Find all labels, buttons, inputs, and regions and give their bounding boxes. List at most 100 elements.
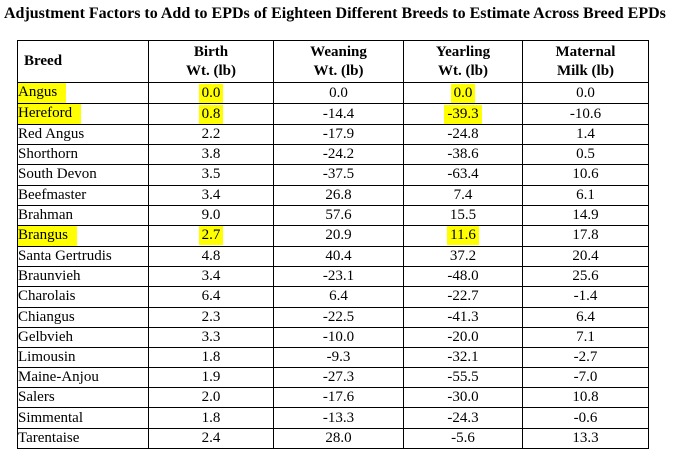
table-row: Shorthorn 3.8 -24.2 -38.6 0.5 xyxy=(17,144,649,166)
weaning-wt-cell: 0.0 xyxy=(273,82,404,104)
breed-name-cell: Gelbvieh xyxy=(17,326,149,348)
cell-text: 2.4 xyxy=(201,429,221,446)
maternal-milk-cell: 25.6 xyxy=(522,266,649,288)
birth-wt-cell: 2.7 xyxy=(148,224,274,247)
yearling-wt-cell: -5.6 xyxy=(403,427,523,449)
cell-text: 20.4 xyxy=(572,248,599,265)
header-label-line2: Wt. (lb) xyxy=(438,62,488,79)
weaning-wt-cell: 57.6 xyxy=(273,204,404,226)
header-label-line2: Milk (lb) xyxy=(556,62,615,79)
cell-text: 1.4 xyxy=(576,126,595,143)
breed-name-cell: Hereford xyxy=(17,103,149,125)
cell-text: -17.6 xyxy=(322,389,355,406)
breed-name-cell: Salers xyxy=(17,387,149,409)
yearling-wt-cell: -24.8 xyxy=(403,123,523,146)
table-row: Maine-Anjou 1.9 -27.3 -55.5 -7.0 xyxy=(17,367,649,389)
cell-text: 10.8 xyxy=(572,389,599,406)
cell-text: -23.1 xyxy=(322,268,355,285)
highlighted-cell-text: Brangus xyxy=(18,226,77,246)
cell-text: 15.5 xyxy=(449,206,477,223)
birth-wt-cell: 3.5 xyxy=(148,164,274,186)
maternal-milk-cell: -0.6 xyxy=(522,407,649,429)
cell-text: 14.9 xyxy=(572,206,599,223)
cell-text: Gelbvieh xyxy=(18,328,73,345)
yearling-wt-cell: -48.0 xyxy=(403,266,523,288)
header-label-line1: Yearling xyxy=(435,43,491,60)
cell-text: 3.4 xyxy=(201,268,221,285)
cell-text: 4.8 xyxy=(201,248,221,265)
birth-wt-cell: 2.0 xyxy=(148,387,274,409)
birth-wt-cell: 6.4 xyxy=(148,286,274,308)
epd-adjustment-table: Breed Birth Wt. (lb) Weaning Wt. (lb) Ye… xyxy=(17,40,649,449)
cell-text: 0.0 xyxy=(576,84,595,101)
highlighted-cell-text: -39.3 xyxy=(444,104,482,124)
maternal-milk-cell: 0.5 xyxy=(522,144,649,166)
maternal-milk-cell: 10.6 xyxy=(522,164,649,186)
weaning-wt-cell: -9.3 xyxy=(273,346,404,369)
table-row: Red Angus 2.2 -17.9 -24.8 1.4 xyxy=(17,123,649,146)
cell-text: 7.4 xyxy=(453,186,473,203)
cell-text: Salers xyxy=(18,389,55,406)
maternal-milk-cell: 10.8 xyxy=(522,387,649,409)
cell-text: 1.9 xyxy=(201,369,221,386)
cell-text: 3.8 xyxy=(201,146,221,163)
table-row: South Devon 3.5 -37.5 -63.4 10.6 xyxy=(17,164,649,186)
cell-text: 25.6 xyxy=(572,268,599,285)
yearling-wt-cell: 37.2 xyxy=(403,245,523,268)
weaning-wt-cell: 40.4 xyxy=(273,245,404,268)
cell-text: Maine-Anjou xyxy=(18,369,99,386)
table-row: Simmental 1.8 -13.3 -24.3 -0.6 xyxy=(17,407,649,429)
column-header-birth-wt: Birth Wt. (lb) xyxy=(148,40,274,83)
birth-wt-cell: 0.0 xyxy=(148,82,274,104)
weaning-wt-cell: -22.5 xyxy=(273,306,404,328)
table-body: Angus 0.0 0.0 0.0 0.0 Hereford 0.8 -14.4 -39.3 -1… xyxy=(17,82,649,449)
breed-name-cell: Maine-Anjou xyxy=(17,367,149,389)
column-header-yearling-wt: Yearling Wt. (lb) xyxy=(403,40,523,83)
cell-text: -24.3 xyxy=(447,409,479,426)
cell-text: -63.4 xyxy=(447,166,479,183)
column-header-weaning-wt: Weaning Wt. (lb) xyxy=(273,40,404,83)
cell-text: Santa Gertrudis xyxy=(18,248,112,265)
cell-text: -27.3 xyxy=(322,369,355,386)
yearling-wt-cell: -55.5 xyxy=(403,367,523,389)
weaning-wt-cell: 26.8 xyxy=(273,184,404,206)
weaning-wt-cell: -27.3 xyxy=(273,367,404,389)
cell-text: -24.2 xyxy=(322,146,355,163)
cell-text: 3.3 xyxy=(201,328,221,345)
table-row: Braunvieh 3.4 -23.1 -48.0 25.6 xyxy=(17,266,649,288)
highlighted-cell-text: 0.0 xyxy=(450,83,476,103)
cell-text: Shorthorn xyxy=(18,146,79,163)
cell-text: -38.6 xyxy=(447,146,479,163)
table-row: Chiangus 2.3 -22.5 -41.3 6.4 xyxy=(17,306,649,328)
breed-name-cell: Santa Gertrudis xyxy=(17,245,149,268)
yearling-wt-cell: -39.3 xyxy=(403,103,523,125)
birth-wt-cell: 1.8 xyxy=(148,346,274,369)
cell-text: 2.3 xyxy=(201,308,221,325)
breed-name-cell: Angus xyxy=(17,82,149,104)
cell-text: -37.5 xyxy=(322,166,355,183)
yearling-wt-cell: 15.5 xyxy=(403,204,523,226)
cell-text: -14.4 xyxy=(322,105,355,122)
maternal-milk-cell: -1.4 xyxy=(522,286,649,308)
table-row: Brahman 9.0 57.6 15.5 14.9 xyxy=(17,204,649,226)
cell-text: 6.4 xyxy=(576,308,595,325)
yearling-wt-cell: -32.1 xyxy=(403,346,523,369)
highlighted-cell-text: Angus xyxy=(18,83,67,103)
cell-text: -10.6 xyxy=(569,105,602,122)
cell-text: Braunvieh xyxy=(18,268,81,285)
highlighted-cell-text: Hereford xyxy=(18,104,82,124)
birth-wt-cell: 2.2 xyxy=(148,123,274,146)
breed-name-cell: Braunvieh xyxy=(17,266,149,288)
weaning-wt-cell: 6.4 xyxy=(273,286,404,308)
cell-text: -24.8 xyxy=(447,126,479,143)
birth-wt-cell: 3.4 xyxy=(148,266,274,288)
cell-text: -2.7 xyxy=(573,348,598,365)
birth-wt-cell: 2.4 xyxy=(148,427,274,449)
yearling-wt-cell: -41.3 xyxy=(403,306,523,328)
cell-text: Simmental xyxy=(18,409,84,426)
table-row: Brangus 2.7 20.9 11.6 17.8 xyxy=(17,224,649,247)
cell-text: 40.4 xyxy=(325,248,352,265)
cell-text: -22.7 xyxy=(447,288,479,305)
cell-text: South Devon xyxy=(18,166,97,183)
highlighted-cell-text: 2.7 xyxy=(198,226,224,246)
